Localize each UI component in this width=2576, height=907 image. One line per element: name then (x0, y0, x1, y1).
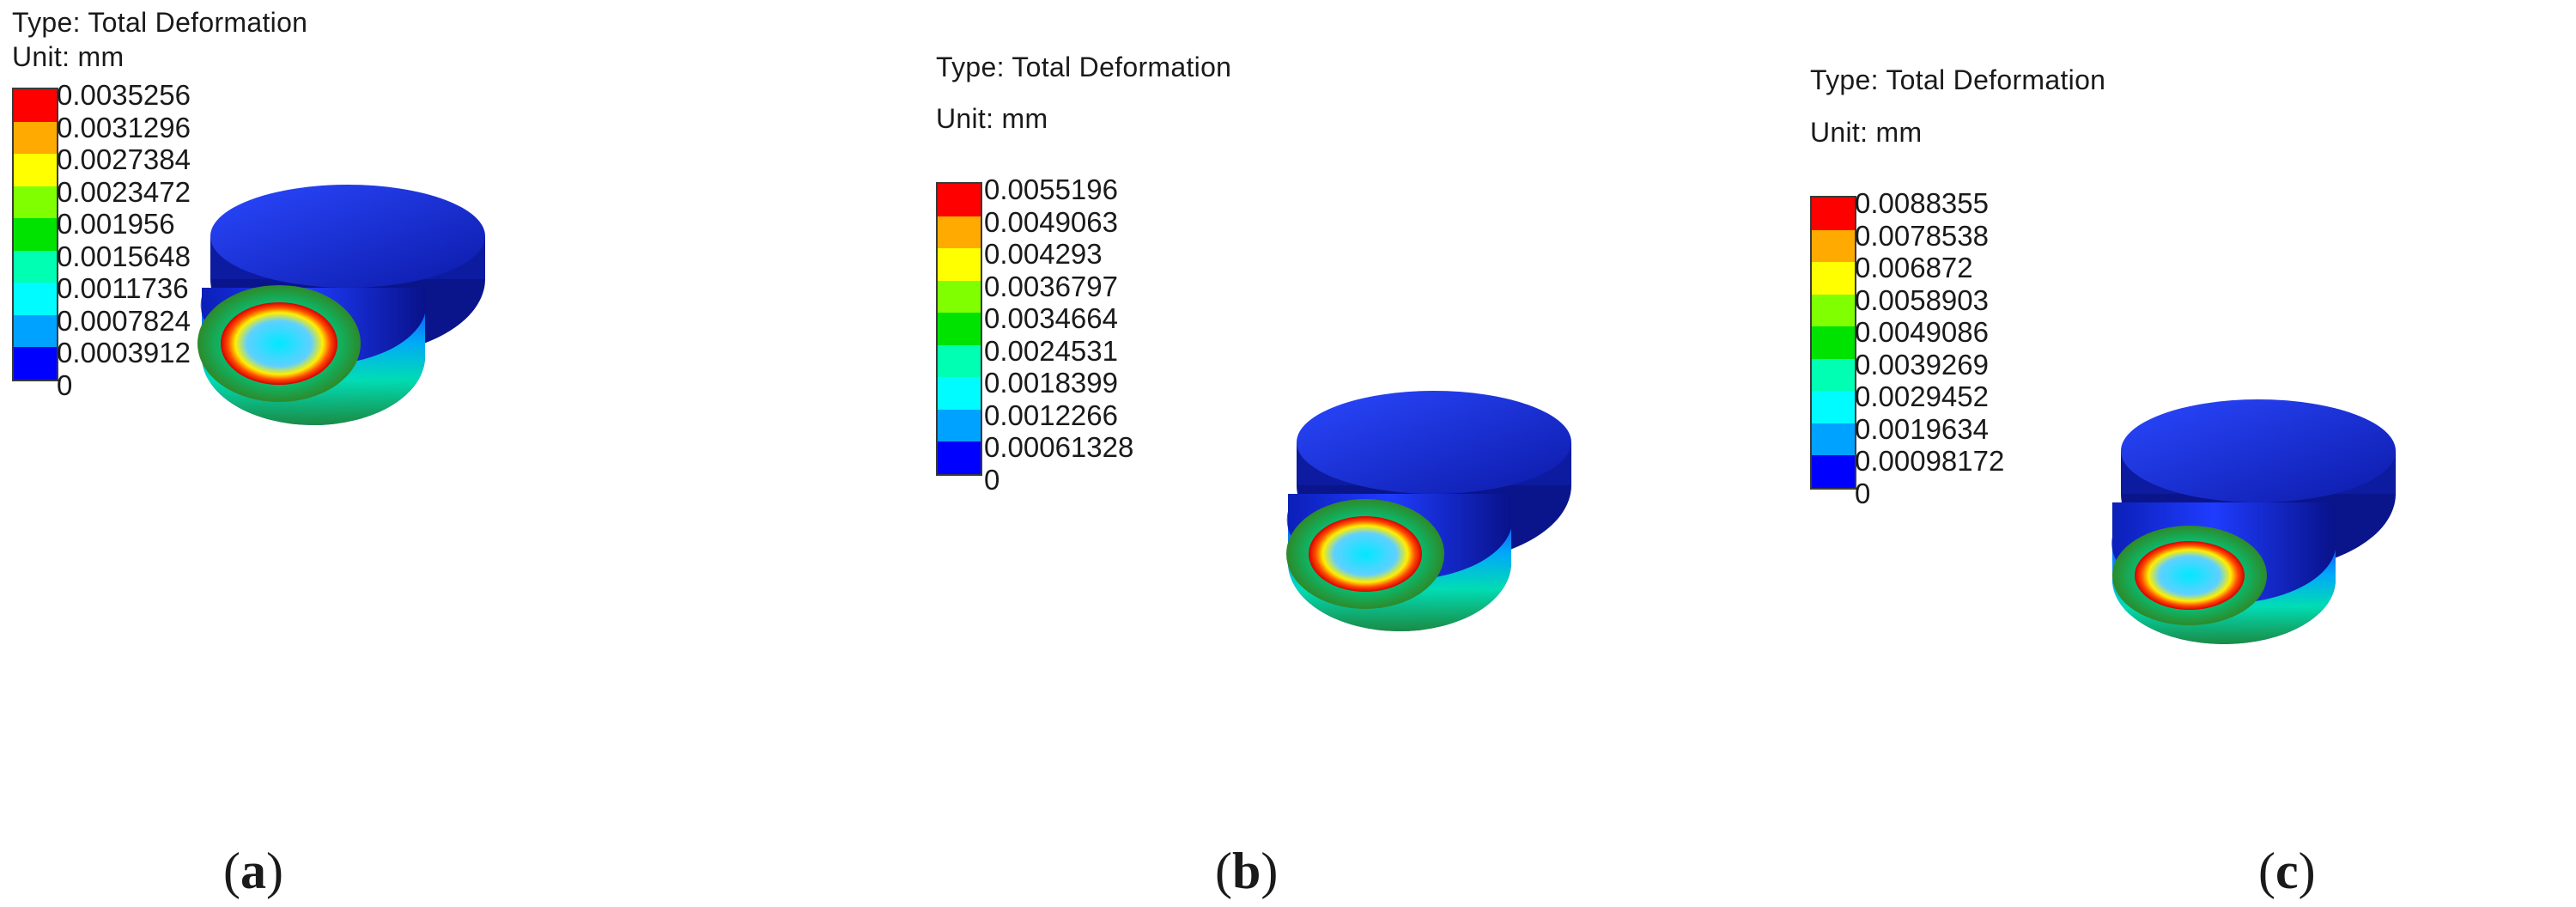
legend-tick-label: 0.0058903 (1855, 283, 1989, 316)
legend-swatch (14, 250, 57, 283)
legend-swatch (1812, 326, 1855, 359)
legend-swatch (14, 218, 57, 251)
legend-tick-label: 0.0029452 (1855, 380, 1989, 412)
legend-swatch (1812, 391, 1855, 423)
color-legend (1810, 196, 1856, 490)
legend-swatch (1812, 358, 1855, 391)
legend-swatch (14, 283, 57, 315)
legend-tick-label: 0.0012266 (984, 399, 1118, 431)
flange-top (210, 185, 485, 288)
legend-swatch (1812, 455, 1855, 488)
legend-swatch (1812, 198, 1855, 230)
panel-b: Type: Total Deformation Unit: mm (b) 0.0… (859, 0, 1717, 907)
legend-swatch (938, 216, 981, 248)
legend-tick-label: 0.0027384 (57, 143, 191, 175)
legend-swatch (938, 313, 981, 345)
panel-caption: (a) (223, 843, 283, 899)
legend-tick-label: 0.0034664 (984, 302, 1118, 334)
legend-tick-label: 0.0036797 (984, 270, 1118, 302)
legend-swatch (1812, 262, 1855, 295)
legend-swatch (1812, 423, 1855, 455)
legend-type: Type: Total Deformation (12, 7, 308, 38)
legend-tick-label: 0.0011736 (57, 272, 189, 304)
legend-tick-label: 0.0049086 (1855, 316, 1989, 348)
panel-caption: (c) (2258, 843, 2316, 899)
legend-tick-label: 0.0007824 (57, 304, 191, 337)
color-legend (936, 182, 982, 476)
legend-swatch (14, 186, 57, 218)
legend-tick-label: 0 (984, 463, 1000, 496)
legend-tick-label: 0.0019634 (1855, 412, 1989, 445)
legend-tick-label: 0.004293 (984, 238, 1103, 270)
legend-swatch (938, 248, 981, 281)
legend-swatch (14, 154, 57, 186)
legend-tick-label: 0 (57, 368, 73, 401)
legend-tick-label: 0.0031296 (57, 111, 191, 143)
legend-swatch (938, 377, 981, 410)
legend-tick-label: 0.0049063 (984, 205, 1118, 238)
legend-swatch (1812, 229, 1855, 262)
deformed-bushing-model (197, 185, 485, 425)
legend-tick-label: 0.0018399 (984, 367, 1118, 399)
deformed-bushing-model (2111, 399, 2396, 644)
legend-type: Type: Total Deformation (1810, 64, 2106, 95)
legend-tick-label: 0.0055196 (984, 173, 1118, 205)
bore (221, 302, 337, 385)
legend-swatch (938, 280, 981, 313)
legend-unit: Unit: mm (1810, 117, 1923, 148)
legend-tick-label: 0.00098172 (1855, 445, 2005, 477)
legend-tick-label: 0.0015648 (57, 240, 191, 272)
legend-tick-label: 0.001956 (57, 208, 175, 240)
legend-swatch (938, 409, 981, 441)
legend-swatch (14, 121, 57, 154)
legend-unit: Unit: mm (12, 41, 125, 72)
legend-swatch (938, 344, 981, 377)
bore (2135, 541, 2245, 610)
legend-tick-label: 0.00061328 (984, 431, 1134, 463)
legend-swatch (938, 441, 981, 474)
deformed-bushing-model (1286, 391, 1571, 631)
legend-swatch (1812, 294, 1855, 326)
panel-caption: (b) (1215, 843, 1279, 899)
legend-tick-label: 0.0078538 (1855, 219, 1989, 252)
legend-tick-label: 0.0035256 (57, 79, 191, 111)
legend-tick-label: 0.0003912 (57, 337, 191, 368)
legend-unit: Unit: mm (936, 103, 1048, 134)
legend-swatch (14, 314, 57, 347)
flange-top (2121, 399, 2396, 502)
legend-tick-label: 0.0088355 (1855, 187, 1989, 219)
color-legend (12, 88, 58, 381)
legend-swatch (14, 89, 57, 122)
legend-tick-label: 0.0023472 (57, 175, 191, 208)
legend-tick-label: 0.0039269 (1855, 348, 1989, 380)
bore (1309, 516, 1422, 592)
flange-top (1297, 391, 1571, 494)
legend-tick-label: 0 (1855, 477, 1871, 509)
legend-tick-label: 0.006872 (1855, 252, 1973, 283)
panel-c: Type: Total Deformation Unit: mm (c) 0.0… (1717, 0, 2576, 907)
legend-swatch (14, 347, 57, 380)
legend-swatch (938, 184, 981, 216)
panel-a: Type: Total Deformation Unit: mm (a) 0.0… (0, 0, 859, 907)
legend-tick-label: 0.0024531 (984, 334, 1118, 367)
legend-type: Type: Total Deformation (936, 52, 1232, 82)
